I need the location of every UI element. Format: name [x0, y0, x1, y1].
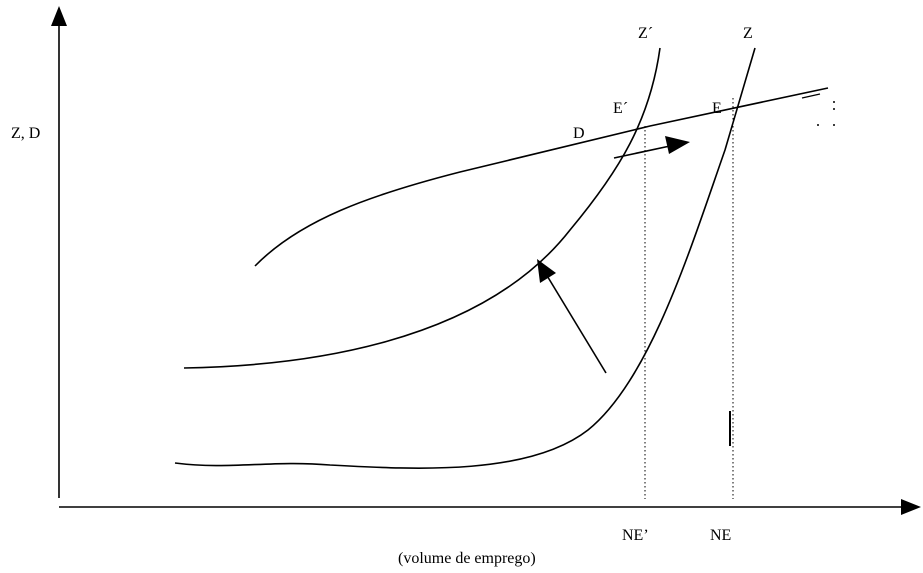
dot	[833, 124, 835, 126]
x-axis-arrowhead	[901, 499, 921, 515]
dot	[817, 124, 819, 126]
shift-arrow-shaft	[545, 273, 607, 374]
movement-arrow-head	[665, 136, 690, 154]
demand-curve-tick	[801, 93, 821, 99]
x-axis-label: (volume de emprego)	[398, 550, 536, 567]
axes	[51, 6, 921, 515]
movement-arrow-shaft	[613, 145, 671, 159]
demand-curve-d	[254, 87, 829, 267]
movement-arrow	[613, 136, 690, 159]
label-z: Z	[743, 25, 753, 42]
y-axis-arrowhead	[51, 6, 67, 26]
label-d: D	[573, 125, 585, 142]
label-z-prime: Z´	[638, 25, 653, 42]
label-ne: NE	[710, 527, 731, 544]
shift-arrow	[537, 259, 607, 374]
supply-curve-z	[174, 47, 756, 469]
y-axis-label: Z, D	[11, 125, 40, 142]
stray-dots	[817, 101, 835, 126]
supply-curve-z-prime	[183, 47, 661, 369]
shift-arrow-head	[537, 259, 556, 283]
label-e: E	[712, 100, 722, 117]
label-ne-prime: NE’	[622, 527, 649, 544]
dot	[833, 108, 835, 110]
dot	[833, 101, 835, 103]
label-e-prime: E´	[613, 100, 628, 117]
